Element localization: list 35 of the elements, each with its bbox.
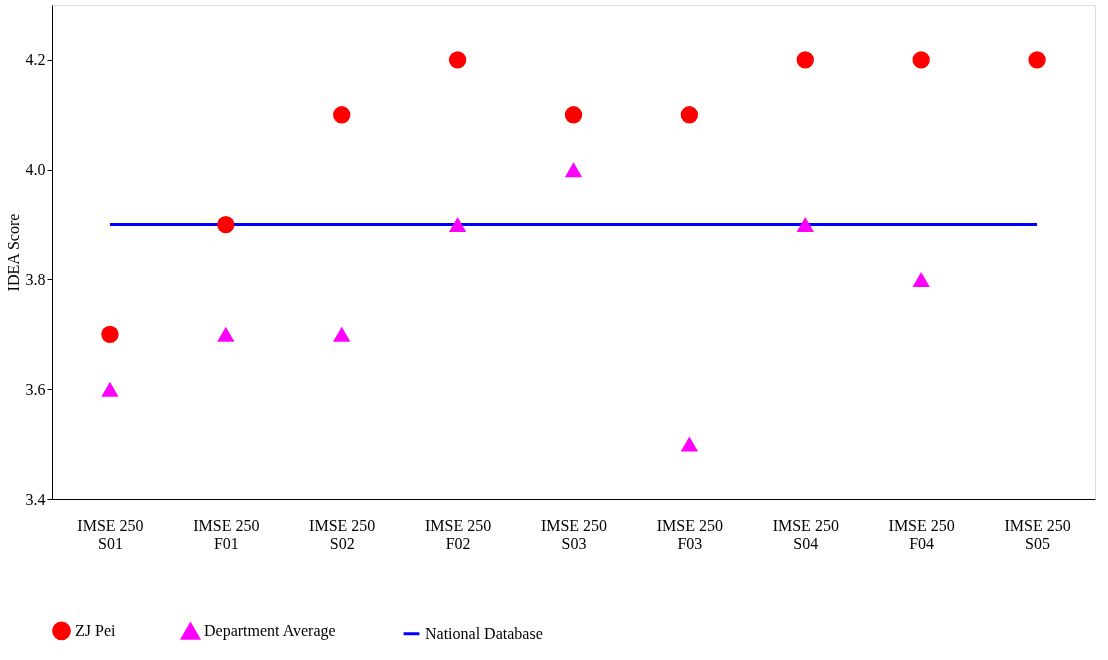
x-tick-label: IMSE 250 S02 — [309, 516, 376, 552]
x-tick-label: IMSE 250 F02 — [424, 516, 492, 552]
point — [333, 326, 351, 342]
point — [217, 326, 235, 342]
point — [680, 106, 699, 124]
point — [101, 325, 119, 343]
point — [680, 436, 699, 452]
x-tick-label: IMSE 250 S04 — [772, 516, 839, 552]
y-tick-label: 4.0 — [25, 161, 46, 179]
y-tick-label: 3.8 — [25, 270, 46, 288]
point — [448, 217, 467, 233]
x-tick-label: IMSE 250 S03 — [540, 516, 608, 552]
x-tick-label: IMSE 250 F03 — [656, 516, 724, 552]
y-tick-label: 4.2 — [25, 51, 46, 69]
legend-label: Department Average — [204, 622, 336, 641]
point — [564, 106, 583, 124]
x-tick-label: IMSE 250 F04 — [888, 516, 955, 552]
point — [912, 271, 930, 287]
x-tick-label: IMSE 250 S05 — [1004, 516, 1071, 552]
point — [796, 217, 814, 233]
x-tick-label: IMSE 250 F01 — [193, 516, 260, 552]
legend-label: ZJ Pei — [75, 621, 116, 639]
point — [448, 51, 467, 69]
point — [796, 51, 814, 69]
x-tick-label: IMSE 250 S01 — [77, 516, 144, 552]
legend-label: National Database — [425, 624, 543, 642]
y-tick-label: 3.4 — [25, 490, 46, 508]
point — [101, 381, 119, 397]
y-axis-title: IDEA Score — [4, 213, 22, 292]
point — [912, 51, 930, 69]
point — [1028, 51, 1046, 69]
point — [564, 162, 583, 178]
point — [217, 215, 235, 234]
point — [333, 106, 351, 124]
y-tick-label: 3.6 — [25, 380, 46, 398]
